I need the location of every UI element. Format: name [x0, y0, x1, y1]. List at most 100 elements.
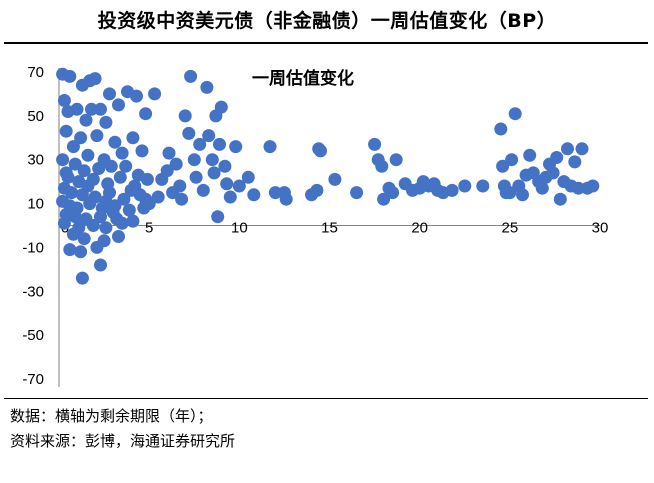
data-point: [112, 230, 125, 243]
data-point: [196, 183, 210, 197]
data-point: [516, 188, 529, 202]
data-point: [85, 102, 98, 116]
data-point: [350, 186, 364, 200]
data-point: [68, 157, 82, 171]
data-point: [108, 135, 122, 149]
data-point: [389, 153, 403, 167]
data-point: [86, 219, 100, 232]
data-point: [169, 157, 183, 171]
data-point: [59, 166, 73, 180]
data-point: [546, 166, 560, 180]
data-point: [126, 131, 140, 145]
data-point: [99, 194, 113, 208]
data-point: [375, 159, 389, 173]
data-point: [56, 153, 70, 167]
data-point: [503, 186, 517, 200]
data-point: [241, 170, 255, 184]
y-tick-label: -50: [22, 327, 44, 344]
data-point: [494, 122, 508, 136]
data-point: [70, 102, 84, 116]
data-point: [94, 102, 107, 116]
data-point: [586, 179, 600, 193]
data-point: [386, 186, 400, 200]
data-point: [124, 183, 138, 197]
data-point: [59, 124, 73, 138]
x-tick-labels: 051015202530: [61, 220, 609, 237]
data-point: [247, 188, 261, 202]
data-point: [575, 142, 589, 156]
data-point: [104, 159, 118, 173]
data-point: [184, 69, 198, 83]
data-point: [314, 144, 327, 158]
data-point: [74, 245, 88, 259]
data-point: [66, 140, 80, 154]
data-point: [505, 153, 519, 167]
data-point: [90, 240, 104, 254]
data-point: [139, 107, 153, 121]
data-point: [200, 80, 214, 94]
data-point: [77, 232, 91, 246]
bottom-rule: [4, 398, 648, 399]
data-point: [211, 210, 225, 224]
data-point: [162, 146, 176, 160]
y-tick-labels: 70 50 30 10 -10 -30 -50 -70: [22, 64, 44, 388]
data-point: [202, 129, 216, 143]
data-point: [113, 170, 127, 184]
data-point: [88, 72, 102, 86]
data-point: [66, 227, 80, 241]
data-point: [328, 172, 342, 186]
y-tick-label: 50: [27, 108, 44, 125]
data-point: [175, 192, 189, 206]
data-point: [83, 197, 97, 211]
data-point: [508, 107, 522, 121]
data-point: [377, 192, 391, 206]
data-point: [57, 94, 71, 107]
x-tick-label: 15: [321, 220, 338, 237]
x-tick-label: 20: [411, 220, 428, 237]
data-point: [178, 109, 192, 123]
data-point: [103, 87, 116, 101]
data-point: [214, 100, 228, 114]
data-point: [92, 162, 106, 175]
data-point: [553, 192, 567, 206]
y-tick-label: 30: [27, 152, 44, 169]
data-point: [106, 205, 120, 219]
data-points: [56, 67, 600, 285]
data-point: [140, 172, 154, 186]
y-tick-label: -70: [22, 371, 44, 388]
data-point: [232, 179, 246, 193]
data-point: [223, 190, 237, 204]
data-point: [63, 69, 77, 83]
data-point: [535, 181, 549, 195]
data-point: [99, 115, 113, 129]
x-tick-label: 25: [501, 220, 518, 237]
data-point: [193, 137, 207, 151]
chart-title: 投资级中资美元债（非金融债）一周估值变化（BP）: [97, 10, 557, 32]
data-point: [445, 183, 459, 197]
x-tick-label: 30: [592, 220, 609, 237]
data-point: [368, 137, 382, 151]
data-point: [151, 190, 165, 204]
data-point: [213, 137, 226, 151]
y-tick-label: -10: [22, 239, 44, 256]
data-point: [496, 159, 510, 173]
data-point: [119, 159, 133, 173]
data-point: [126, 214, 140, 228]
data-point: [148, 87, 162, 101]
data-note: 数据：横轴为剩余期限（年）；: [10, 407, 213, 425]
data-point: [182, 126, 196, 140]
data-point: [81, 179, 95, 193]
top-rule: [4, 42, 648, 44]
data-point: [94, 210, 107, 224]
data-point: [310, 183, 324, 197]
data-point: [142, 197, 156, 211]
data-point: [571, 181, 585, 195]
data-point: [568, 155, 582, 169]
data-point: [229, 140, 243, 154]
data-point: [173, 179, 187, 193]
data-point: [57, 216, 71, 230]
data-point: [458, 179, 472, 193]
data-point: [279, 192, 293, 206]
data-point: [81, 148, 95, 162]
